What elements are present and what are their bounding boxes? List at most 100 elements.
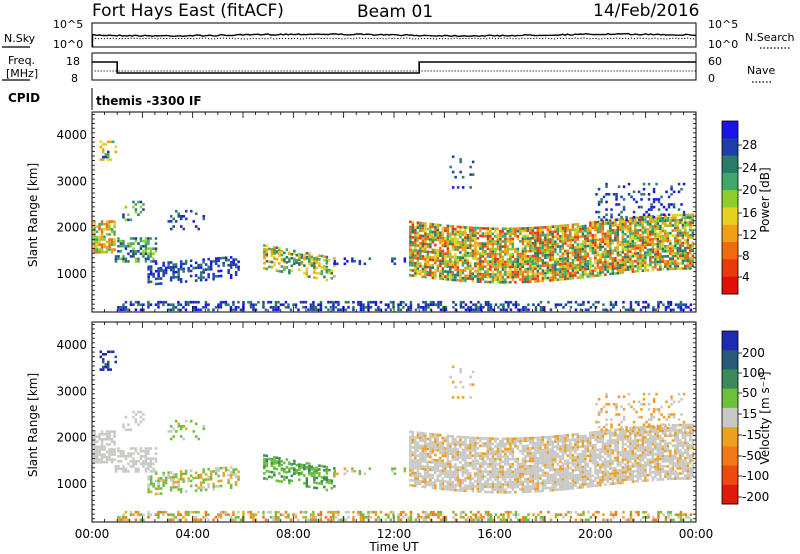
power-cell	[561, 267, 565, 271]
velocity-cell	[446, 442, 450, 445]
velocity-cell	[564, 447, 567, 450]
velocity-cell	[421, 480, 425, 483]
power-cell	[689, 216, 692, 219]
power-cell	[624, 225, 627, 228]
velocity-cell	[441, 487, 445, 491]
power-cell	[614, 272, 617, 275]
velocity-cell	[459, 486, 462, 490]
power-cell	[362, 308, 365, 312]
velocity-cell	[479, 465, 482, 468]
velocity-cell	[531, 487, 535, 491]
velocity-cell	[429, 450, 432, 454]
velocity-cell	[499, 440, 502, 443]
power-cell	[446, 275, 450, 279]
power-cell	[496, 268, 500, 271]
power-cell	[414, 239, 417, 242]
power-cell	[602, 215, 606, 219]
power-cell	[451, 230, 455, 233]
velocity-cell	[549, 453, 552, 456]
velocity-cell	[139, 410, 143, 414]
velocity-cell	[434, 453, 437, 457]
velocity-cell	[554, 483, 557, 487]
velocity-cell	[536, 449, 540, 452]
power-cell	[129, 244, 133, 248]
power-cell	[446, 224, 450, 228]
power-cell	[632, 198, 636, 201]
velocity-cell	[534, 449, 537, 452]
power-cell	[559, 265, 562, 269]
power-cell	[606, 267, 610, 271]
power-cell	[325, 255, 329, 259]
power-cell	[464, 256, 467, 260]
power-cell	[656, 219, 660, 223]
power-cell	[662, 303, 665, 306]
velocity-cell	[416, 482, 420, 485]
velocity-cell	[566, 467, 570, 470]
power-cell	[529, 239, 532, 243]
power-cell	[471, 231, 475, 235]
power-cell	[511, 240, 515, 243]
velocity-cell	[536, 477, 540, 480]
velocity-cell	[499, 452, 502, 456]
power-cell	[669, 249, 672, 253]
velocity-cell	[574, 474, 577, 477]
power-cell	[559, 257, 562, 261]
power-cell	[154, 247, 158, 250]
power-cell	[506, 227, 510, 231]
velocity-cell	[524, 465, 527, 468]
power-cell	[489, 308, 493, 312]
power-cell	[454, 303, 458, 306]
velocity-cell	[426, 483, 430, 487]
power-cell	[594, 249, 597, 252]
velocity-cell	[576, 481, 580, 484]
velocity-cell	[511, 488, 515, 491]
power-cell	[536, 231, 540, 235]
power-cell	[631, 229, 635, 233]
power-cell	[424, 260, 427, 264]
velocity-cell	[526, 470, 530, 473]
power-cell	[139, 244, 143, 248]
power-cell	[644, 264, 647, 267]
power-cell	[99, 140, 102, 144]
velocity-cell	[501, 475, 505, 479]
power-cell	[279, 303, 283, 306]
power-cell	[591, 249, 595, 252]
power-cell	[411, 264, 415, 267]
velocity-cell	[325, 481, 329, 484]
power-cell	[107, 150, 110, 154]
power-cell	[574, 258, 577, 262]
velocity-cell	[154, 492, 158, 496]
velocity-cell	[551, 445, 555, 449]
velocity-cell	[579, 465, 582, 469]
power-cell	[639, 262, 642, 265]
power-cell	[534, 259, 537, 263]
power-cell	[436, 228, 440, 232]
velocity-cell	[536, 451, 540, 455]
velocity-cell	[132, 457, 135, 460]
power-cell	[456, 256, 460, 259]
power-cell	[159, 277, 163, 280]
power-cell	[491, 273, 495, 276]
power-cell	[122, 244, 125, 248]
power-cell	[437, 300, 440, 304]
power-cell	[263, 250, 266, 253]
velocity-cell	[411, 451, 415, 454]
power-cell	[624, 240, 627, 244]
velocity-cell	[484, 437, 487, 440]
power-cell	[352, 300, 355, 304]
velocity-cell	[325, 465, 329, 469]
power-cell	[524, 260, 527, 263]
power-cell	[229, 273, 233, 277]
power-cell	[275, 257, 279, 261]
velocity-cell	[391, 469, 394, 473]
velocity-cell	[514, 470, 517, 474]
power-cell	[576, 276, 580, 279]
velocity-cell	[456, 478, 460, 482]
power-cell	[122, 260, 125, 263]
station-title: Fort Hays East (fitACF)	[92, 1, 284, 21]
power-cell	[626, 219, 630, 223]
power-cell	[656, 214, 660, 218]
velocity-cell	[122, 465, 125, 468]
power-cell	[651, 227, 655, 231]
power-cell	[611, 221, 615, 225]
